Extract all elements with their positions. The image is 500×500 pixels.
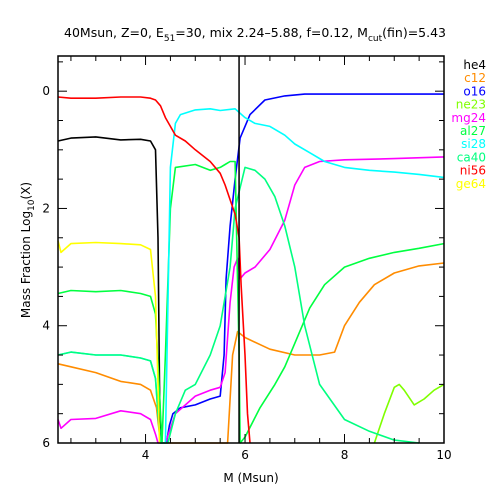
legend-entry-ca40: ca40 <box>457 150 486 164</box>
x-tick-label: 4 <box>142 448 150 462</box>
legend-entry-o16: o16 <box>463 84 486 98</box>
series-line-o16 <box>165 93 444 444</box>
y-tick-label: 0 <box>42 84 50 98</box>
series-line-al27 <box>57 160 445 444</box>
x-tick-label: 10 <box>436 448 451 462</box>
ticks-group: 4 6 8 10 0 2 4 6 <box>42 56 452 462</box>
legend-entry-ni56: ni56 <box>460 164 486 178</box>
series-line-ca40 <box>57 166 420 444</box>
legend-entry-al27: al27 <box>460 124 486 138</box>
y-tick-label: 6 <box>42 436 50 450</box>
legend-entry-c12: c12 <box>464 71 486 85</box>
legend-entry-mg24: mg24 <box>451 111 486 125</box>
legend-entry-ne23: ne23 <box>456 98 486 112</box>
x-tick-label: 6 <box>241 448 249 462</box>
y-axis-label: Mass Fraction Log10(X) <box>19 182 37 318</box>
plot-frame <box>57 55 445 444</box>
legend-entry-si28: si28 <box>461 137 486 151</box>
series-line-mg24 <box>57 156 445 444</box>
series-line-ne23 <box>373 383 445 444</box>
legend-entry-ge64: ge64 <box>456 177 486 191</box>
series-line-c12 <box>57 262 445 444</box>
series-group <box>57 93 445 444</box>
legend-entry-he4: he4 <box>463 58 486 72</box>
chart-title: 40Msun, Z=0, E51=30, mix 2.24–5.88, f=0.… <box>64 25 446 44</box>
x-tick-label: 8 <box>341 448 349 462</box>
series-line-ge64 <box>57 240 161 444</box>
series-line-he4 <box>57 136 162 444</box>
y-tick-label: 4 <box>42 319 50 333</box>
y-tick-label: 2 <box>42 201 50 215</box>
x-axis-label: M (Msun) <box>223 471 278 485</box>
